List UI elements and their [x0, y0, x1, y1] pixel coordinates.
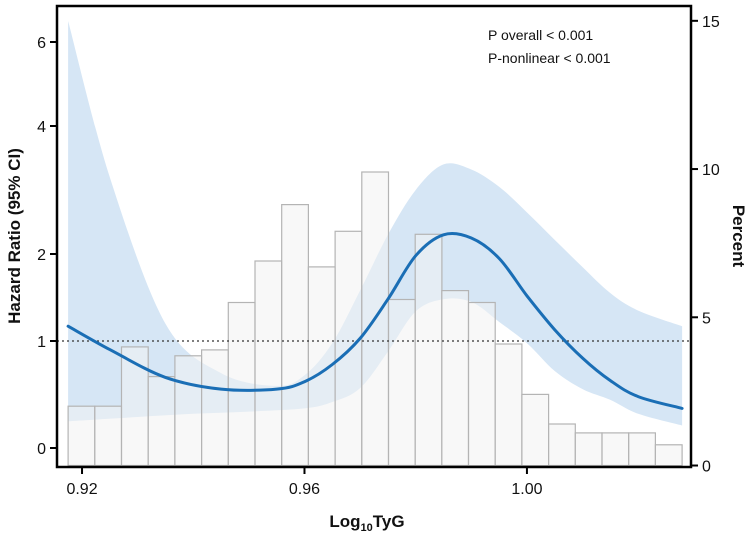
y-right-tick-label: 5 — [702, 310, 711, 327]
y-left-tick-label: 0 — [37, 441, 46, 458]
histogram-bar — [628, 432, 657, 467]
y-right-tick-label: 15 — [702, 14, 720, 31]
annotation-p-nonlinear: P-nonlinear < 0.001 — [488, 50, 611, 66]
y-left-tick-label: 4 — [37, 119, 46, 136]
y-axis-right-title: Percent — [729, 205, 748, 268]
histogram-bar — [467, 301, 496, 467]
y-axis-left-title: Hazard Ratio (95% CI) — [5, 148, 24, 324]
y-left-tick-label: 6 — [37, 35, 46, 52]
histogram-bar — [94, 405, 123, 467]
histogram-bar — [147, 376, 176, 467]
histogram-bar — [201, 349, 229, 467]
histogram-bar — [227, 301, 256, 467]
hr-curve — [66, 231, 684, 410]
histogram-bar — [494, 343, 523, 467]
histogram-bar — [414, 233, 443, 467]
x-axis-title-end: TyG — [373, 512, 405, 531]
y-right-tick-label: 0 — [702, 459, 711, 476]
histogram-bar — [521, 393, 550, 467]
y-left-tick-label: 1 — [37, 334, 46, 351]
histogram-bar — [441, 290, 470, 467]
x-tick-label: 0.92 — [66, 481, 97, 498]
histogram-bar — [334, 230, 363, 467]
histogram-bar — [67, 405, 96, 467]
y-right-tick-label: 10 — [702, 162, 720, 179]
x-axis-title: Log10TyG — [329, 512, 404, 534]
tick-layer: 0.92 0.96 1.00 0 1 2 4 6 0 5 10 15 — [37, 14, 720, 498]
histogram-bar — [601, 432, 630, 467]
histogram-bar — [174, 355, 203, 467]
histogram-bar — [281, 204, 310, 467]
annotation-p-overall: P overall < 0.001 — [488, 27, 593, 43]
confidence-band-layer — [68, 21, 683, 426]
histogram-bar — [387, 298, 416, 467]
histogram-bar — [547, 423, 576, 467]
hr-curve-layer — [66, 231, 684, 410]
histogram-bar — [254, 260, 283, 467]
x-tick-label: 1.00 — [511, 481, 542, 498]
y-left-tick-label: 2 — [37, 247, 46, 264]
histogram-bar — [574, 432, 603, 467]
confidence-band — [68, 21, 683, 426]
x-axis-title-subscript: 10 — [361, 522, 373, 534]
plot-frame — [55, 4, 693, 469]
x-tick-label: 0.96 — [289, 481, 320, 498]
histogram-bar — [654, 444, 683, 467]
x-axis-title-main: Log — [329, 512, 360, 531]
